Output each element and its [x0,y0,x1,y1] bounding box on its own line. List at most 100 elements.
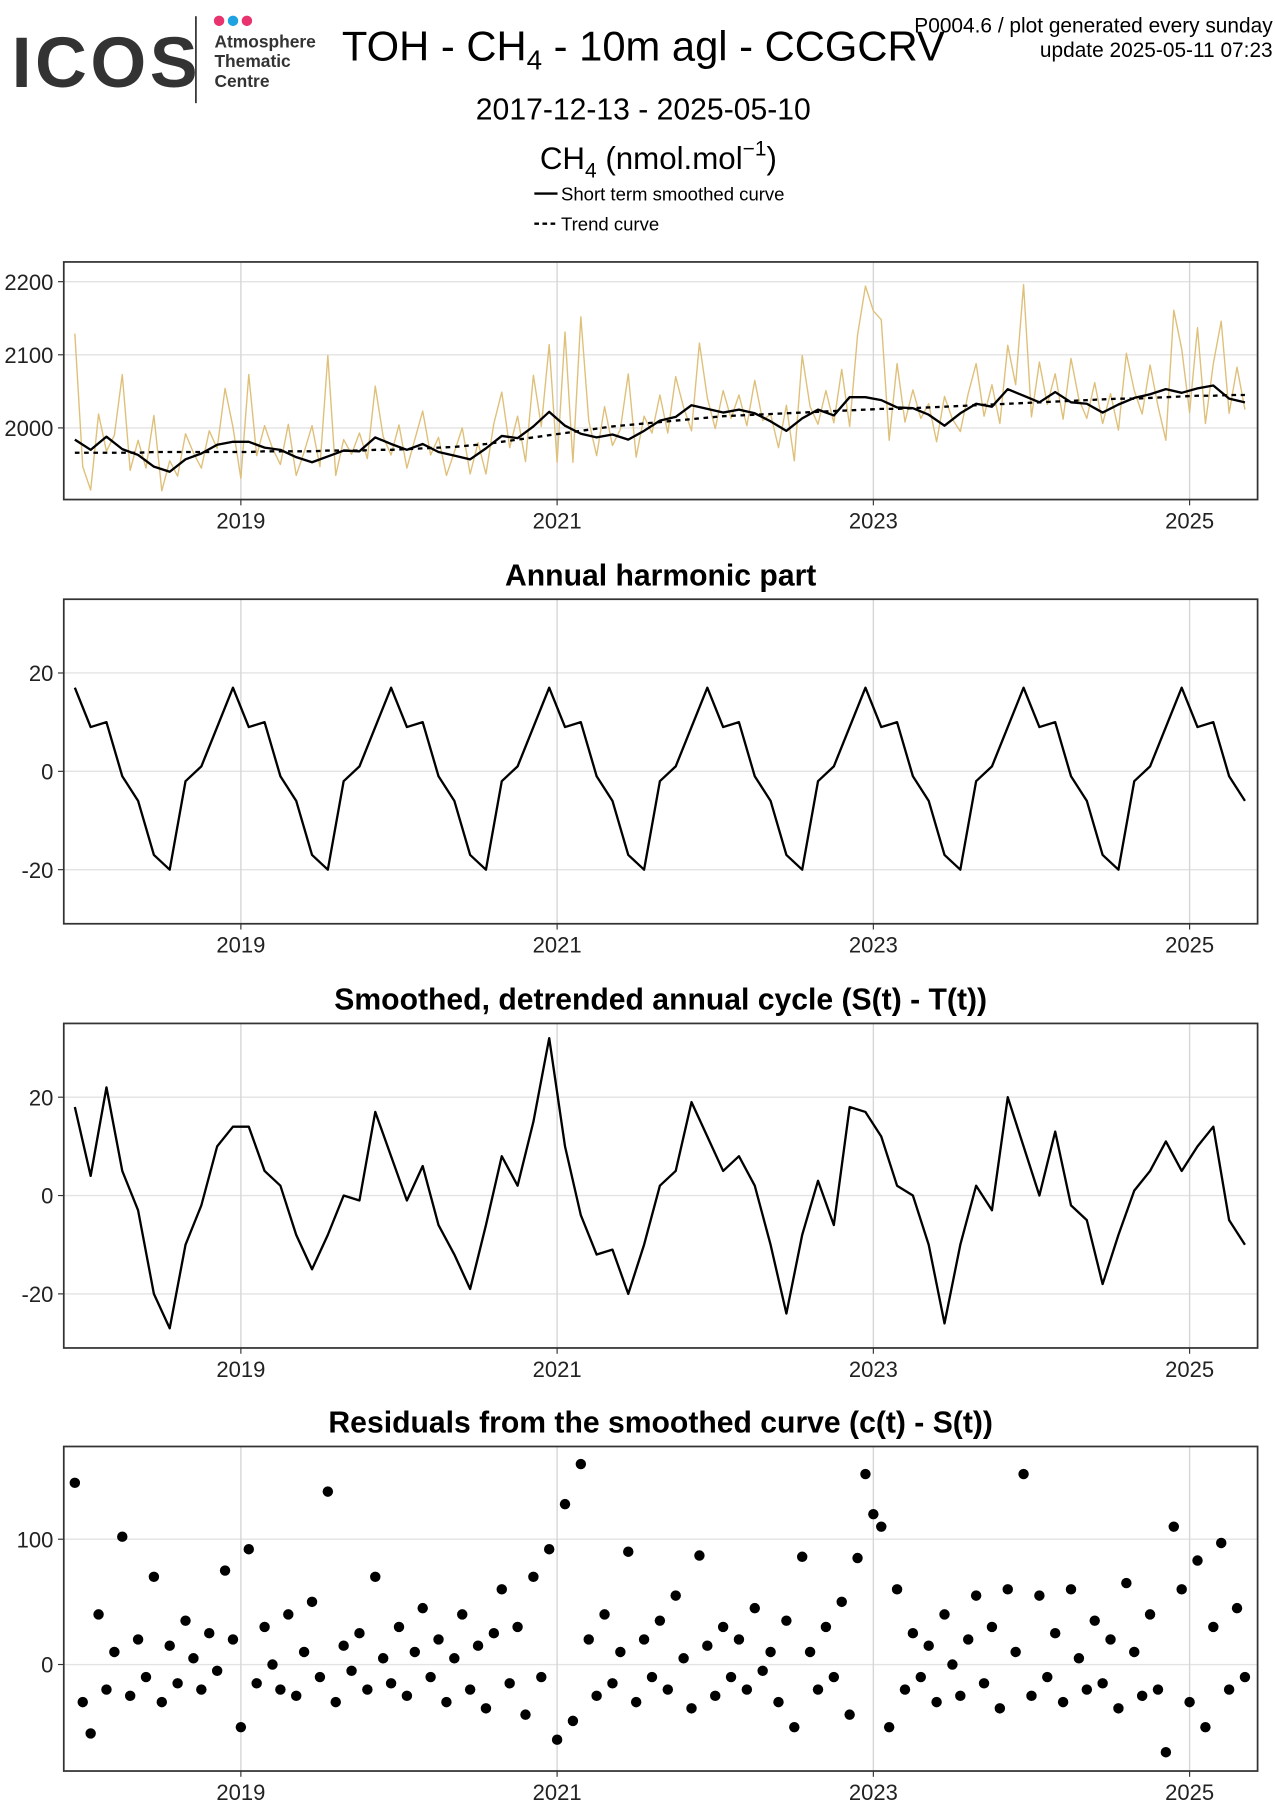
residual-point [235,1721,247,1733]
x-tick-label: 2025 [1165,509,1214,534]
residual-point [464,1684,476,1695]
residual-point [1105,1634,1116,1645]
residual-point [1081,1684,1093,1695]
series-line [74,384,1246,473]
y-tick-label: 2100 [4,343,53,368]
residual-point [1129,1646,1140,1658]
residual-point [536,1671,547,1683]
unit-part: (nmol.mol [597,141,743,176]
y-tick-label: 100 [17,1527,54,1552]
residual-point [1239,1671,1251,1683]
residual-point [1057,1696,1069,1708]
residual-point [385,1678,397,1689]
residual-point [662,1684,674,1695]
residual-point [591,1690,602,1702]
x-tick-label: 2025 [1165,1357,1214,1382]
x-tick-label: 2025 [1165,933,1214,958]
residual-point [377,1653,389,1664]
residual-point [773,1696,784,1708]
residual-point [583,1634,594,1645]
residual-point [140,1671,152,1683]
logo: ICOS [12,23,202,103]
residual-point [457,1609,468,1620]
residual-point [196,1684,207,1695]
residual-point [781,1615,792,1626]
residual-point [1049,1627,1061,1639]
residual-point [409,1646,421,1658]
y-tick-label: 0 [41,1653,53,1678]
x-tick-label: 2023 [849,933,898,958]
residual-point [1113,1703,1124,1714]
y-tick-label: 0 [41,1184,53,1209]
x-tick-label: 2021 [533,1780,582,1800]
residual-point [891,1584,903,1595]
residual-point [1034,1590,1045,1601]
residual-point [717,1621,729,1633]
residual-point [694,1550,705,1561]
residual-point [725,1671,737,1683]
residual-point [670,1590,681,1601]
centre-name: Atmosphere [214,32,316,52]
panel-title: Residuals from the smoothed curve (c(t) … [328,1407,993,1440]
residual-point [512,1621,523,1633]
residual-point [1192,1555,1203,1566]
residual-point [1097,1678,1108,1689]
panel-title: Annual harmonic part [505,559,816,592]
residual-point [204,1627,215,1639]
residual-point [733,1634,745,1645]
residual-point [1184,1696,1195,1708]
info-line: P0004.6 / plot generated every sunday [914,14,1273,37]
residual-point [259,1621,270,1633]
unit-subscript: 4 [585,159,597,182]
residual-point [836,1596,847,1608]
plot-area [63,1446,1258,1772]
x-tick-label: 2019 [216,509,265,534]
x-tick-label: 2019 [216,933,265,958]
residual-point [441,1696,452,1708]
residual-point [765,1646,776,1658]
residual-point [251,1678,262,1689]
residual-point [1042,1671,1053,1683]
residual-point [1231,1602,1243,1614]
residual-point [290,1690,302,1702]
x-tick-label: 2023 [849,1357,898,1382]
residual-point [575,1458,587,1470]
residual-point [1065,1584,1077,1595]
logo-dot [241,15,253,27]
legend-label: Short term smoothed curve [561,184,785,205]
y-tick-label: 0 [41,759,53,784]
residual-point [686,1703,697,1714]
y-tick-label: 2000 [4,416,53,441]
title-part: TOH - CH [342,22,527,69]
unit-label: CH4 (nmol.mol−1) [540,137,777,182]
residual-point [211,1665,223,1676]
logo-dot [213,15,225,27]
residual-point [77,1696,88,1708]
residual-point [1168,1521,1180,1532]
residual-point [298,1646,310,1658]
residual-point [876,1521,887,1532]
residual-point [93,1609,104,1620]
centre-name: Centre [214,71,269,91]
x-tick-label: 2019 [216,1357,265,1382]
residual-point [844,1709,855,1720]
residual-point [1223,1684,1235,1695]
residual-point [267,1659,278,1670]
plot-frame [62,1022,1259,1349]
residual-point [117,1531,128,1542]
residual-point [472,1640,484,1651]
raw-line [73,686,1246,871]
legend-label: Trend curve [561,214,659,235]
residual-point [789,1721,800,1733]
x-tick-label: 2025 [1165,1780,1214,1800]
residual-point [69,1477,81,1489]
residual-point [172,1678,183,1689]
residual-point [978,1678,990,1689]
title-subscript: 4 [527,45,542,76]
series-line [74,393,1245,454]
residual-point [180,1615,191,1626]
residual-point [812,1684,824,1695]
residual-point [567,1715,579,1727]
residual-point [757,1665,768,1676]
